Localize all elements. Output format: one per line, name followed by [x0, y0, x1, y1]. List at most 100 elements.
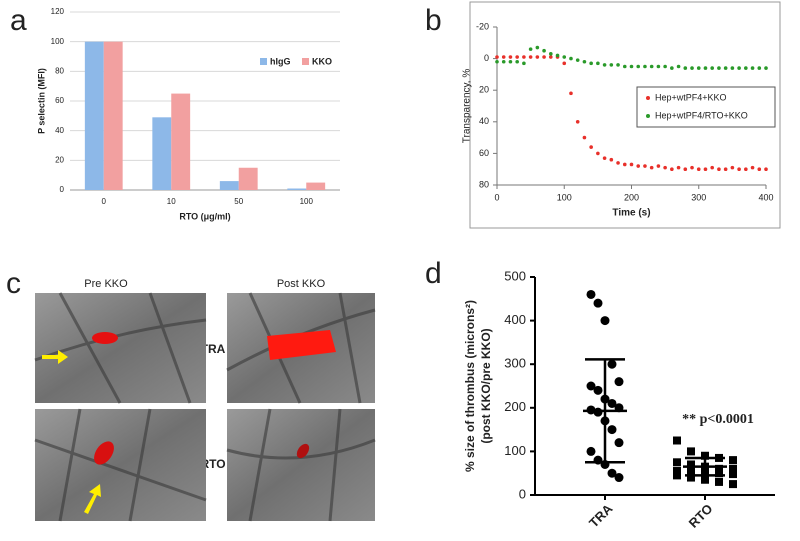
- y-tick-label: 100: [504, 443, 526, 458]
- data-point: [663, 165, 667, 170]
- data-point: [602, 156, 607, 160]
- data-point: [607, 425, 617, 435]
- panel-label: b: [425, 4, 442, 37]
- data-point: [602, 63, 607, 67]
- column-label: Pre KKO: [84, 278, 128, 290]
- legend-label: Hep+wtPF4+KKO: [655, 92, 727, 102]
- y-tick-label: 40: [55, 126, 64, 135]
- data-point: [717, 66, 721, 70]
- y-tick-label: 40: [479, 116, 489, 126]
- data-point: [710, 165, 714, 170]
- legend-marker: [646, 114, 650, 118]
- data-point: [589, 145, 593, 149]
- panel-frame: [469, 1, 781, 229]
- data-point: [643, 164, 647, 168]
- data-point: [629, 162, 634, 167]
- data-point: [730, 66, 735, 70]
- data-point: [723, 167, 728, 171]
- data-point: [690, 165, 694, 170]
- data-point: [701, 451, 709, 460]
- data-point: [596, 61, 600, 66]
- data-point: [586, 289, 596, 299]
- data-point: [673, 436, 681, 445]
- data-point: [710, 66, 714, 70]
- row-label: RTO: [200, 457, 225, 471]
- data-point: [696, 167, 701, 171]
- y-tick-label: 200: [504, 399, 526, 414]
- data-point: [555, 53, 560, 58]
- bar: [84, 41, 104, 190]
- data-point: [501, 55, 506, 59]
- x-tick-label: RTO: [686, 501, 716, 531]
- micrographs: Pre KKO Post KKO TRA RTO: [34, 278, 376, 522]
- data-point: [528, 55, 533, 59]
- panel-label: c: [6, 267, 21, 300]
- x-axis-label: RTO (μg/ml): [179, 211, 230, 221]
- panel-label: d: [425, 257, 442, 290]
- data-point: [515, 59, 519, 64]
- data-point: [575, 58, 580, 62]
- legend-label: hIgG: [270, 56, 291, 66]
- data-point: [586, 446, 596, 456]
- thrombus: [94, 441, 114, 465]
- y-tick-label: 400: [504, 312, 526, 327]
- data-point: [614, 377, 624, 387]
- data-point: [589, 61, 593, 66]
- data-point: [636, 64, 641, 69]
- legend-swatch: [260, 58, 267, 65]
- data-point: [673, 458, 681, 467]
- y-tick-label: 0: [519, 486, 526, 501]
- data-point: [643, 64, 647, 69]
- data-point: [562, 61, 567, 66]
- data-point: [600, 316, 610, 326]
- y-tick-label: 60: [55, 96, 64, 105]
- bar: [103, 41, 123, 190]
- data-point: [495, 55, 499, 59]
- y-axis-label: P selectin (MFI): [36, 68, 46, 134]
- y-tick-label: 20: [479, 85, 489, 95]
- y-tick-label: 80: [479, 179, 489, 189]
- y-axis-label: Transparency, %: [462, 69, 473, 144]
- x-tick-label: 100: [557, 192, 572, 202]
- data-point: [549, 55, 553, 59]
- data-point: [569, 91, 573, 96]
- data-point: [593, 298, 603, 308]
- legend-marker: [646, 96, 650, 100]
- bar: [171, 93, 191, 190]
- thrombus: [92, 332, 118, 344]
- data-point: [701, 475, 709, 484]
- arrow: [84, 484, 101, 514]
- bar: [219, 181, 239, 190]
- x-tick-label: 0: [102, 197, 107, 206]
- data-point: [750, 66, 755, 70]
- data-point: [690, 66, 694, 70]
- x-tick-label: 0: [494, 192, 499, 202]
- data-point: [764, 167, 768, 171]
- data-point: [670, 167, 674, 171]
- data-point: [609, 63, 614, 67]
- data-point: [535, 55, 540, 59]
- data-point: [636, 164, 641, 168]
- data-point: [663, 64, 667, 69]
- data-point: [723, 66, 728, 70]
- data-point: [715, 464, 723, 473]
- y-tick-label: 0: [60, 185, 65, 194]
- panel-label: a: [10, 4, 27, 37]
- data-point: [703, 66, 708, 70]
- data-point: [593, 385, 603, 395]
- data-point: [596, 151, 600, 156]
- data-point: [616, 161, 620, 165]
- data-point: [729, 456, 737, 465]
- micrograph: [35, 409, 206, 521]
- data-point: [744, 167, 748, 171]
- data-point: [607, 398, 617, 408]
- data-point: [687, 460, 695, 469]
- micrograph: [35, 293, 206, 403]
- data-point: [582, 135, 587, 140]
- legend-box: [636, 86, 776, 128]
- data-point: [609, 157, 614, 162]
- data-point: [629, 64, 634, 69]
- data-point: [649, 64, 654, 69]
- data-point: [729, 464, 737, 473]
